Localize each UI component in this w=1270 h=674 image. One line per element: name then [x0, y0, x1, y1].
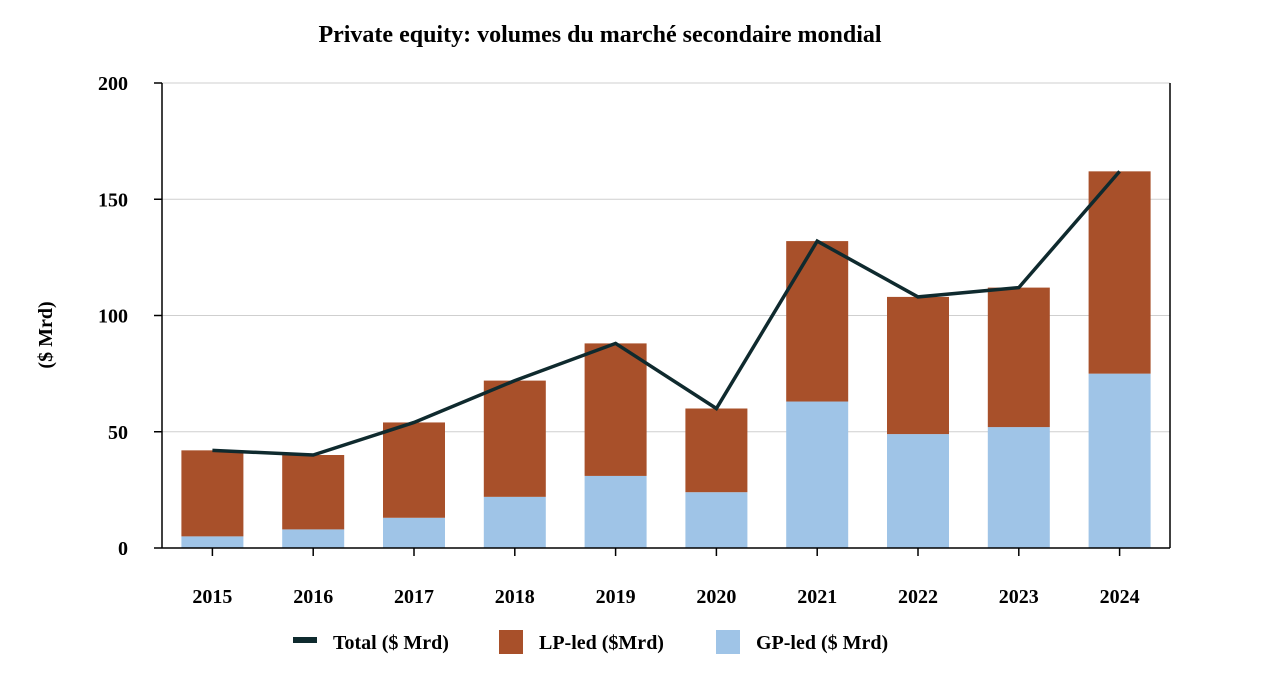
bar-lp-led: [987, 287, 1050, 428]
bar-lp-led: [181, 450, 244, 537]
bar-gp-led: [383, 517, 445, 548]
bar-gp-led: [181, 536, 244, 548]
axes: 0 50 100 150 200 2015 2016 2017 2018 2019 2020 2021…: [98, 73, 1171, 608]
bar-gp-led: [584, 475, 647, 548]
bar-lp-led: [383, 422, 445, 518]
x-tick-label: 2021: [797, 586, 837, 608]
total-line: [212, 170, 1121, 457]
legend-box-swatch: [499, 630, 523, 654]
x-tick-label: 2016: [293, 586, 333, 608]
bar-lp-led: [483, 380, 546, 497]
bars: [181, 171, 1151, 548]
x-tick-label: 2015: [192, 586, 232, 608]
bar-lp-led: [282, 455, 345, 530]
legend-label: GP-led ($ Mrd): [756, 632, 888, 654]
y-tick-label: 200: [98, 73, 128, 95]
x-tick-label: 2022: [898, 586, 938, 608]
bar-gp-led: [887, 434, 949, 548]
x-tick-label: 2019: [596, 586, 636, 608]
y-tick-label: 100: [98, 306, 128, 328]
legend-label: LP-led ($Mrd): [539, 632, 664, 654]
bar-gp-led: [987, 427, 1050, 548]
x-tick-label: 2023: [999, 586, 1039, 608]
bar-lp-led: [887, 296, 949, 435]
x-tick-label: 2018: [495, 586, 535, 608]
legend-box-swatch: [716, 630, 740, 654]
chart-title: Private equity: volumes du marché second…: [318, 22, 881, 48]
x-tick-label: 2017: [394, 586, 434, 608]
y-tick-label: 50: [108, 422, 128, 444]
bar-gp-led: [282, 529, 345, 548]
bar-gp-led: [1088, 373, 1151, 548]
y-tick-label: 0: [118, 538, 128, 560]
bar-lp-led: [584, 343, 647, 476]
bar-gp-led: [483, 496, 546, 548]
x-tick-label: 2024: [1100, 586, 1140, 608]
bar-lp-led: [685, 408, 748, 493]
legend-line-swatch: [293, 637, 317, 643]
total-line-layer: [212, 170, 1121, 457]
bar-lp-led: [1088, 171, 1151, 374]
y-tick-label: 150: [98, 189, 128, 211]
legend: Total ($ Mrd) LP-led ($Mrd) GP-led ($ Mrd): [293, 630, 888, 654]
y-axis-label: ($ Mrd): [35, 301, 57, 368]
legend-label: Total ($ Mrd): [333, 632, 449, 654]
x-tick-label: 2020: [696, 586, 736, 608]
bar-gp-led: [685, 492, 748, 548]
bar-gp-led: [786, 401, 849, 548]
bar-lp-led: [786, 241, 849, 402]
